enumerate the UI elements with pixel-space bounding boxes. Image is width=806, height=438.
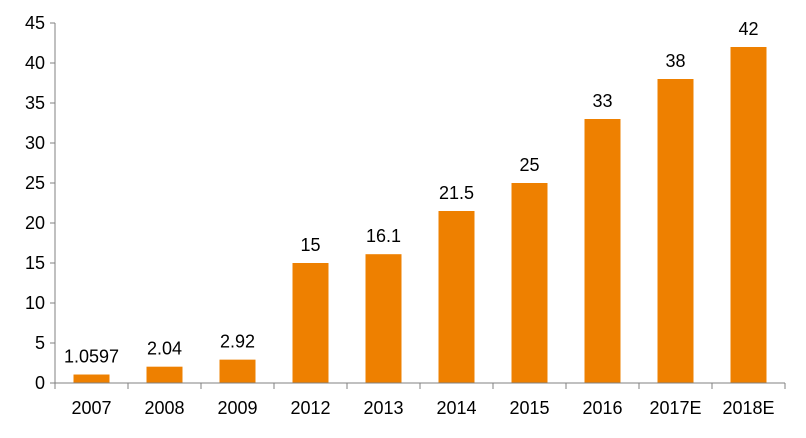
bar-2013 xyxy=(365,254,402,383)
bar-value-label: 2.04 xyxy=(147,339,182,359)
y-tick-label: 35 xyxy=(25,93,45,113)
x-tick-label: 2013 xyxy=(363,398,403,418)
x-axis-ticks: 2007 2008 2009 2012 2013 2014 2015 2016 2017E 201… xyxy=(54,383,786,418)
bar-2007 xyxy=(73,374,110,383)
bar-value-labels: 1.0597 2.04 2.92 15 16.1 21.5 25 33 38 42 xyxy=(64,19,759,367)
bar-value-label: 25 xyxy=(519,155,539,175)
x-tick-label: 2009 xyxy=(217,398,257,418)
y-tick-label: 45 xyxy=(25,13,45,33)
bars xyxy=(73,47,767,383)
y-tick-label: 40 xyxy=(25,53,45,73)
bar-value-label: 2.92 xyxy=(220,332,255,352)
x-tick-label: 2012 xyxy=(290,398,330,418)
x-tick-label: 2008 xyxy=(144,398,184,418)
y-tick-label: 15 xyxy=(25,253,45,273)
x-tick-label: 2016 xyxy=(582,398,622,418)
bar-2018E xyxy=(730,47,767,383)
y-tick-label: 5 xyxy=(35,333,45,353)
bar-2017E xyxy=(657,79,694,383)
bar-2008 xyxy=(146,366,183,383)
bar-2016 xyxy=(584,119,621,383)
x-tick-label: 2015 xyxy=(509,398,549,418)
x-tick-label: 2014 xyxy=(436,398,476,418)
y-tick-label: 10 xyxy=(25,293,45,313)
x-tick-label: 2007 xyxy=(71,398,111,418)
bar-value-label: 15 xyxy=(300,235,320,255)
bar-value-label: 42 xyxy=(738,19,758,39)
y-tick-label: 0 xyxy=(35,373,45,393)
bar-2015 xyxy=(511,183,548,383)
y-tick-label: 25 xyxy=(25,173,45,193)
x-tick-label: 2018E xyxy=(722,398,774,418)
x-tick-label: 2017E xyxy=(649,398,701,418)
bar-2009 xyxy=(219,359,256,383)
bar-2012 xyxy=(292,263,329,383)
bar-value-label: 21.5 xyxy=(439,183,474,203)
bar-value-label: 33 xyxy=(592,91,612,111)
bar-value-label: 16.1 xyxy=(366,226,401,246)
y-tick-label: 20 xyxy=(25,213,45,233)
y-tick-label: 30 xyxy=(25,133,45,153)
bar-value-label: 38 xyxy=(665,51,685,71)
y-axis-ticks: 0 5 10 15 20 25 30 35 40 45 xyxy=(25,13,55,393)
bar-2014 xyxy=(438,211,475,383)
axes xyxy=(54,23,785,384)
bar-value-label: 1.0597 xyxy=(64,347,119,367)
